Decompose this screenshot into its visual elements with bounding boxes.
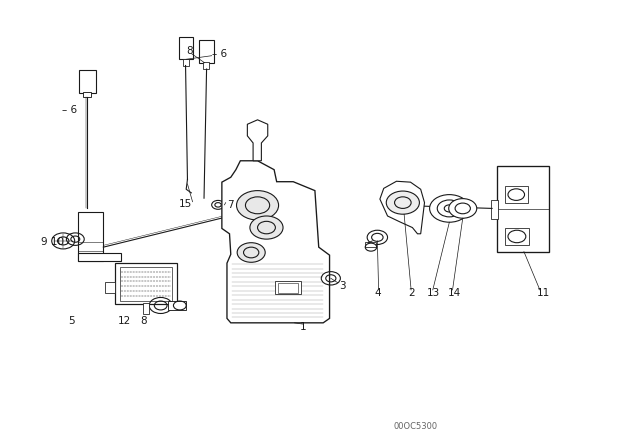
Circle shape <box>449 198 477 218</box>
Text: 4: 4 <box>375 288 381 298</box>
Polygon shape <box>232 260 323 322</box>
Bar <box>179 37 193 59</box>
Bar <box>204 62 209 69</box>
Text: 12: 12 <box>118 316 131 326</box>
Text: 8: 8 <box>140 316 147 326</box>
Text: – 6: – 6 <box>212 49 227 59</box>
Bar <box>143 303 149 314</box>
Bar <box>79 69 96 93</box>
Text: 5: 5 <box>68 316 75 326</box>
Bar <box>78 254 121 260</box>
Text: 8: 8 <box>186 46 193 56</box>
Bar <box>491 200 499 219</box>
Circle shape <box>237 190 278 220</box>
Bar <box>505 228 529 245</box>
Bar <box>83 92 92 97</box>
Bar <box>278 283 298 293</box>
Bar <box>505 186 529 202</box>
Text: 15: 15 <box>179 199 193 209</box>
Text: 7: 7 <box>228 200 234 210</box>
Text: 13: 13 <box>427 288 440 298</box>
Bar <box>497 166 549 252</box>
Text: 9 10: 9 10 <box>41 237 64 247</box>
Bar <box>365 242 376 247</box>
Text: 00OC5300: 00OC5300 <box>394 422 437 431</box>
Bar <box>275 281 301 294</box>
Bar <box>105 282 115 293</box>
Bar <box>168 301 186 310</box>
Circle shape <box>250 216 283 239</box>
Text: 11: 11 <box>537 288 550 298</box>
Text: 2: 2 <box>408 288 415 298</box>
Bar <box>120 267 172 301</box>
Bar <box>78 211 103 260</box>
Text: 3: 3 <box>339 281 346 291</box>
Circle shape <box>429 194 469 222</box>
Text: – 6: – 6 <box>62 105 77 116</box>
Polygon shape <box>222 161 330 323</box>
Polygon shape <box>380 181 424 234</box>
Circle shape <box>237 243 265 262</box>
Polygon shape <box>247 120 268 161</box>
Circle shape <box>387 191 419 214</box>
Text: 1: 1 <box>300 322 306 332</box>
Bar <box>199 40 214 63</box>
Bar <box>183 59 189 65</box>
Bar <box>115 263 177 304</box>
Text: 14: 14 <box>447 288 461 298</box>
